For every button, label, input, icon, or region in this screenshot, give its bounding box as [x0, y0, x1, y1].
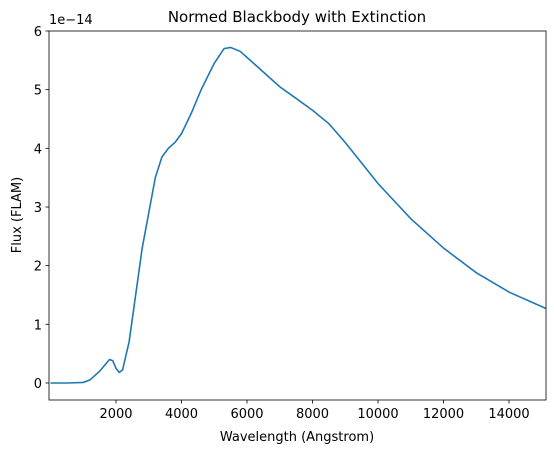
- x-tick-label: 10000: [357, 407, 398, 422]
- plot-frame: [48, 30, 547, 401]
- chart-title: Normed Blackbody with Extinction: [168, 8, 426, 26]
- y-tick-label: 1: [34, 318, 42, 333]
- x-tick-label: 8000: [296, 407, 329, 422]
- line-series: [50, 46, 547, 384]
- y-tick-label: 6: [34, 25, 42, 40]
- y-tick-label: 2: [34, 260, 42, 275]
- y-offset-label: 1e−14: [49, 13, 93, 28]
- y-tick-label: 4: [34, 142, 42, 157]
- y-tick-label: 5: [34, 84, 42, 99]
- x-tick-label: 2000: [99, 407, 132, 422]
- x-tick-label: 12000: [423, 407, 464, 422]
- y-tick-label: 3: [34, 201, 42, 216]
- x-axis-label: Wavelength (Angstrom): [220, 430, 374, 445]
- x-tick-label: 4000: [165, 407, 198, 422]
- x-tick-label: 14000: [488, 407, 529, 422]
- x-tick-label: 6000: [230, 407, 263, 422]
- y-tick-label: 0: [34, 377, 42, 392]
- y-axis-label: Flux (FLAM): [10, 177, 25, 253]
